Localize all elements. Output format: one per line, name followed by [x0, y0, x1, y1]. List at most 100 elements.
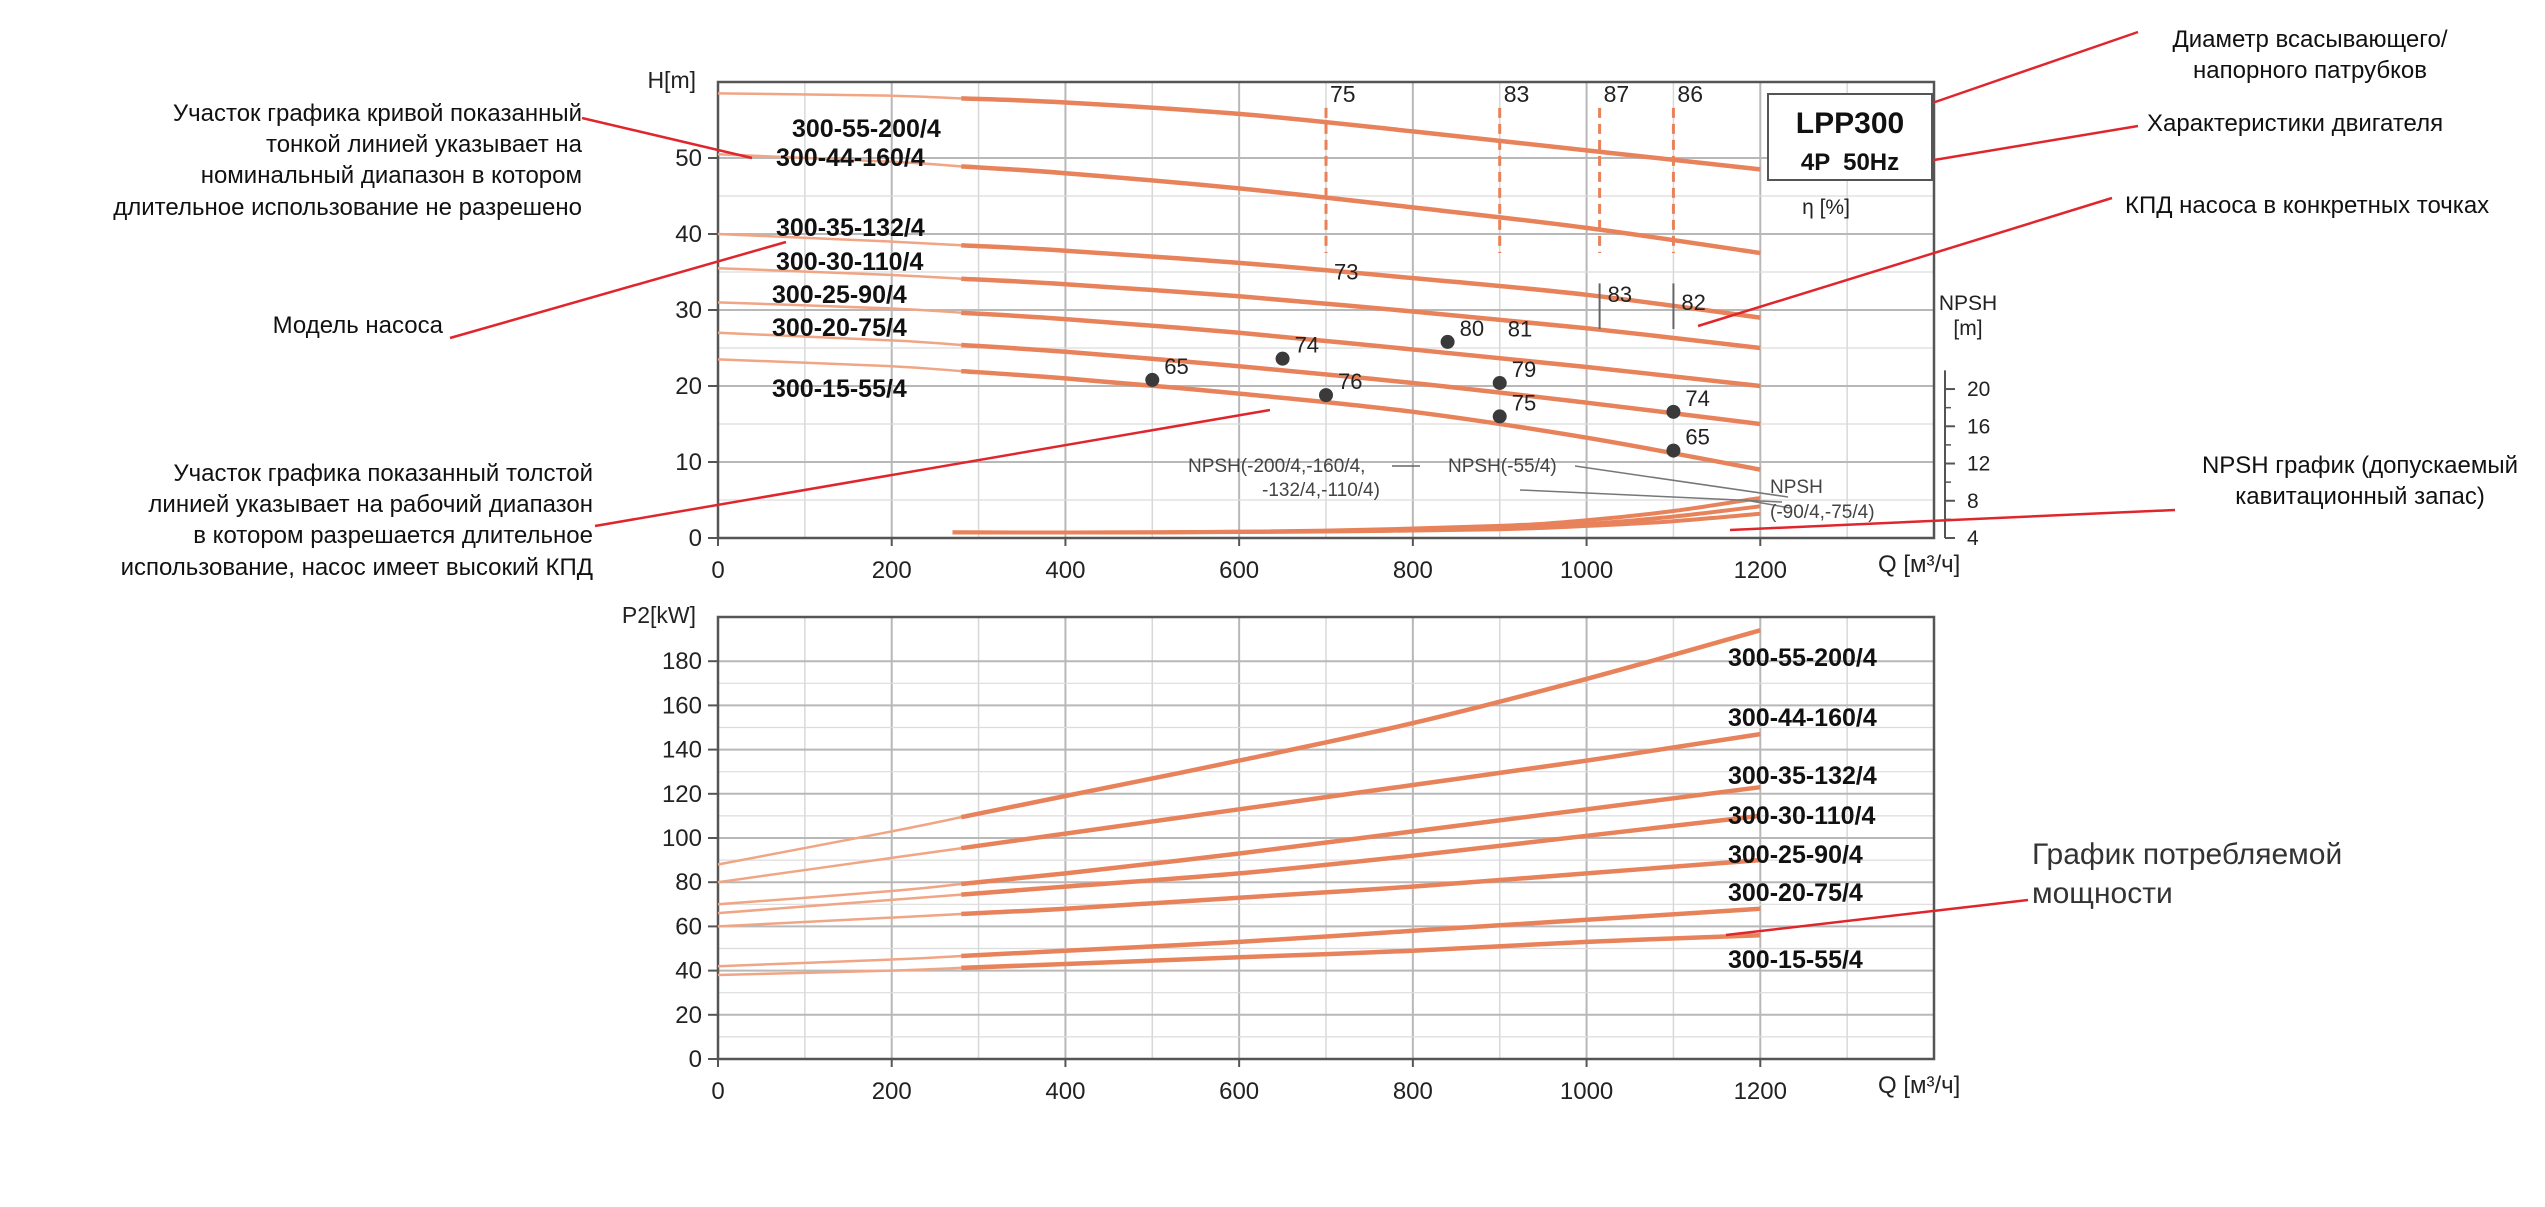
annotation-thick-line-2: линией указывает на рабочий диапазон [148, 491, 593, 519]
annotation-diameter: Диаметр всасывающего/ напорного патрубко… [2140, 24, 2480, 86]
y-tick-label: 20 [675, 373, 702, 400]
y-tick-label: 40 [675, 221, 702, 248]
annotation-thin-line-3: номинальный диапазон в котором [200, 162, 582, 190]
annotation-npsh-2: кавитационный запас) [2235, 483, 2485, 511]
x-tick-label: 800 [1393, 1078, 1433, 1105]
annotation-thick-line-4: использование, насос имеет высокий КПД [120, 553, 593, 581]
y-tick-label: 0 [689, 1046, 702, 1073]
model-box-frame [1767, 93, 1933, 181]
power-series-label-1: 300-55-200/4 [1728, 644, 1877, 672]
x-tick-label: 600 [1219, 1078, 1259, 1105]
npsh-label-group1-line1: NPSH(-200/4,-160/4, [1188, 456, 1365, 477]
annotation-callout-line [1729, 508, 2176, 532]
efficiency-point-label: 81 [1508, 316, 1532, 341]
series-line-thin [717, 815, 962, 866]
series-line-thin [717, 846, 962, 884]
efficiency-point-label: 74 [1295, 333, 1319, 358]
annotation-motor-text: Характеристики двигателя [2147, 110, 2444, 137]
efficiency-point-dot [1145, 372, 1160, 387]
npsh-axis-label-1: NPSH [1939, 292, 1997, 315]
series-label-6: 300-20-75/4 [772, 314, 907, 342]
x-tick-label: 1000 [1560, 1078, 1613, 1105]
annotation-diameter-1: Диаметр всасывающего/ [2172, 26, 2448, 53]
series-label-3: 300-35-132/4 [776, 214, 925, 242]
annotation-callout-line [449, 240, 787, 340]
annotation-efficiency: КПД насоса в конкретных точках [2125, 190, 2489, 221]
efficiency-point-dot [1492, 409, 1507, 424]
x-tick-label: 1000 [1560, 557, 1613, 584]
series-line-thin [717, 232, 962, 247]
series-line-thin [717, 331, 962, 347]
efficiency-line-label: 86 [1677, 81, 1703, 107]
npsh-tick-label: 8 [1967, 490, 1979, 513]
series-line [961, 310, 1761, 389]
series-line [960, 784, 1761, 887]
efficiency-point-dot [1666, 443, 1681, 458]
y-tick-label: 120 [662, 781, 702, 808]
annotation-power-graph: График потребляемой мощности [2032, 835, 2342, 913]
y-tick-label: 160 [662, 692, 702, 719]
npsh-curve [952, 511, 1761, 535]
model-box: LPP300 4P 50Hz [1767, 93, 1933, 181]
annotation-power-graph-2: мощности [2032, 877, 2173, 910]
efficiency-point-label: 82 [1681, 290, 1705, 315]
annotation-callout-lines [449, 30, 2176, 937]
x-axis-label: Q [м³/ч] [1878, 551, 1960, 578]
x-tick-label: 0 [711, 1078, 724, 1105]
annotation-npsh-1: NPSH график (допускаемый [2201, 452, 2519, 479]
npsh-tick-label: 12 [1967, 453, 1990, 476]
series-line [961, 813, 1761, 897]
series-line [961, 96, 1761, 172]
y-tick-label: 100 [662, 825, 702, 852]
npsh-label-group1-line2: -132/4,-110/4) [1262, 480, 1380, 501]
annotation-thick-line-3: в котором разрешается длительное [193, 522, 593, 550]
series-line [961, 857, 1761, 917]
efficiency-point-label: 80 [1460, 316, 1484, 341]
annotation-thin-line-1: Участок графика кривой показанный [172, 100, 582, 127]
efficiency-line-label: 87 [1604, 81, 1630, 107]
annotation-diameter-2: напорного патрубков [2193, 57, 2427, 85]
series-line-thin [717, 882, 962, 906]
efficiency-point-dot [1275, 351, 1290, 366]
series-line [961, 276, 1761, 351]
x-tick-label: 800 [1393, 557, 1433, 584]
annotation-power-graph-1: График потребляемой [2032, 838, 2343, 871]
annotation-thick-line-1: Участок графика показанный толстой [173, 460, 593, 487]
efficiency-point-label: 75 [1512, 390, 1536, 415]
npsh-label-group3-line2: (-90/4,-75/4) [1770, 502, 1875, 523]
efficiency-point-dot [1440, 334, 1455, 349]
annotation-callout-line [581, 116, 753, 160]
series-label-7: 300-15-55/4 [772, 375, 907, 403]
annotation-model: Модель насоса [273, 310, 443, 341]
efficiency-point-label: 83 [1608, 282, 1632, 307]
efficiency-point-label: 73 [1334, 259, 1358, 284]
annotation-callout-line [1911, 30, 2139, 112]
npsh-leader-line [1574, 465, 1789, 498]
npsh-leader-line [1744, 499, 1791, 509]
annotation-callout-line [1725, 898, 2029, 937]
series-line-thin [717, 301, 962, 314]
efficiency-point-dot [1319, 388, 1333, 403]
npsh-tick-label: 4 [1967, 527, 1979, 550]
series-line [960, 628, 1761, 820]
series-line-thin [717, 358, 962, 373]
power-chart-panel: 0 20 40 60 80 100 120 140 160 180 0 200 400 600 800 100… [622, 602, 1960, 1105]
annotation-callout-line [1697, 196, 2113, 328]
npsh-label-group2: NPSH(-55/4) [1448, 456, 1557, 477]
series-line-thin [717, 92, 962, 100]
series-line [961, 164, 1761, 256]
series-line-thin [717, 893, 962, 915]
series-label-1: 300-55-200/4 [792, 115, 941, 143]
series-line [961, 342, 1761, 427]
efficiency-point-label: 65 [1164, 354, 1188, 379]
npsh-tick-label: 20 [1967, 378, 1990, 401]
x-tick-label: 200 [872, 557, 912, 584]
npsh-curve [952, 504, 1761, 535]
npsh-tick-label: 16 [1967, 415, 1990, 438]
power-series-label-4: 300-30-110/4 [1728, 802, 1875, 830]
npsh-label-group3-line1: NPSH [1770, 477, 1823, 498]
x-tick-label: 400 [1045, 557, 1085, 584]
efficiency-line-label: 75 [1330, 81, 1356, 107]
y-tick-label: 50 [675, 145, 702, 172]
efficiency-point-dot [1492, 375, 1507, 390]
